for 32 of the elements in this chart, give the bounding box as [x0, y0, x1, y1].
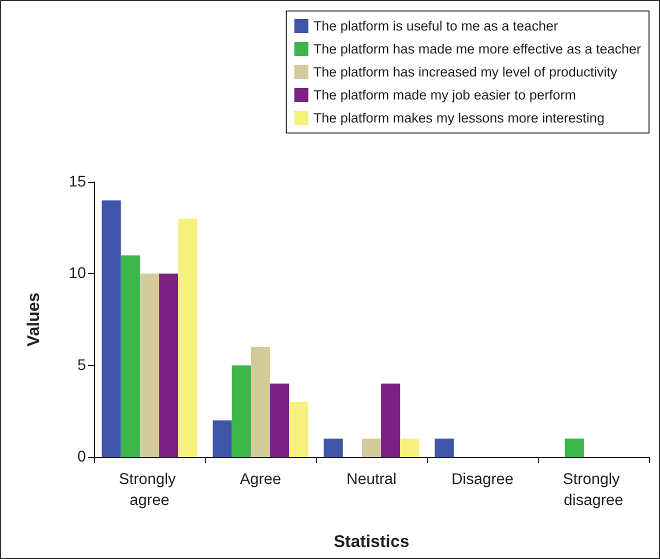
bar — [270, 384, 290, 457]
bar — [159, 274, 178, 457]
legend-label: The platform is useful to me as a teacher — [313, 18, 558, 34]
bar — [400, 438, 420, 457]
bar — [324, 438, 343, 457]
bar — [140, 274, 160, 457]
x-tick-label: Strongly disagree — [562, 471, 624, 509]
bar — [212, 420, 232, 457]
y-tick-label: 15 — [68, 174, 86, 190]
y-tick-label: 0 — [77, 448, 86, 466]
bar — [250, 347, 270, 457]
bar — [102, 200, 121, 457]
legend-label: The platform has increased my level of productivity — [313, 64, 618, 80]
bar — [178, 218, 198, 457]
x-axis-title: Statistics — [334, 532, 410, 551]
x-tick-label: Disagree — [451, 471, 514, 488]
legend-label: The platform has made me more effective as a teacher — [313, 42, 642, 56]
legend-label: The platform makes my lessons more interesting — [313, 110, 604, 126]
legend-label: The platform made my job easier to perform — [313, 88, 576, 102]
x-tick-label: Neutral — [346, 471, 396, 488]
bar — [434, 438, 454, 457]
bar — [232, 365, 251, 457]
y-tick-label: 10 — [68, 265, 86, 282]
bar — [381, 384, 400, 457]
y-axis-title: Values — [24, 292, 43, 346]
bar — [120, 255, 140, 457]
x-tick-label: Agree — [240, 471, 282, 488]
bar — [289, 402, 308, 457]
x-tick-label: Strongly agree — [118, 471, 180, 509]
bar — [362, 438, 382, 457]
bar — [564, 438, 584, 457]
y-tick-label: 5 — [77, 356, 86, 374]
